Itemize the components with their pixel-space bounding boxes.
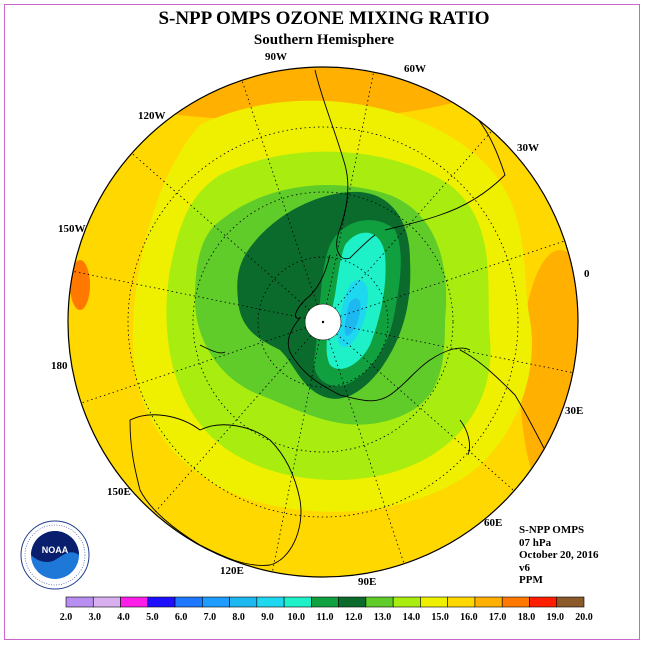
meridian-line xyxy=(131,152,324,323)
colorbar-swatch xyxy=(474,596,503,608)
colorbar-tick-label: 10.0 xyxy=(287,612,305,623)
lon-label-30e: 30E xyxy=(565,405,584,417)
colorbar-tick-label: 19.0 xyxy=(546,612,564,623)
colorbar-swatch xyxy=(147,596,176,608)
colorbar-swatch xyxy=(501,596,530,608)
colorbar-tick-label: 9.0 xyxy=(261,612,274,623)
south-pole-marker xyxy=(321,320,325,324)
colorbar-tick-label: 5.0 xyxy=(146,612,159,623)
colorbar-tick-label: 2.0 xyxy=(59,612,73,623)
logo-lettering-ring xyxy=(24,524,86,586)
colorbar-tick-label: 6.0 xyxy=(174,612,188,623)
lon-label-30w: 30W xyxy=(517,142,539,154)
colorbar-swatch xyxy=(65,596,94,608)
colorbar-tick-label: 11.0 xyxy=(316,612,334,623)
colorbar-tick-label: 3.0 xyxy=(88,612,102,623)
lon-label-120e: 120E xyxy=(220,565,244,577)
colorbar-swatch xyxy=(529,596,558,608)
colorbar-tick-label: 15.0 xyxy=(431,612,449,623)
colorbar-swatch xyxy=(92,596,121,608)
lon-label-0: 0 xyxy=(584,268,590,280)
meridian-line xyxy=(271,321,324,572)
latitude-circle-1 xyxy=(257,256,389,388)
lon-label-120w: 120W xyxy=(138,110,166,122)
colorbar-tick-label: 17.0 xyxy=(488,612,507,623)
meridian-line xyxy=(153,321,324,514)
colorbar-tick-label: 12.0 xyxy=(345,612,363,623)
meridian-line xyxy=(322,321,573,374)
info-instrument: S-NPP OMPS xyxy=(519,524,585,536)
colorbar-tick-label: 14.0 xyxy=(402,612,421,623)
lon-label-180: 180 xyxy=(51,360,68,372)
info-date: October 20, 2016 xyxy=(519,549,599,561)
south-america-coast-west xyxy=(314,69,376,260)
colorbar-swatch xyxy=(283,596,312,608)
meridian-line xyxy=(81,321,324,404)
meridian-line xyxy=(322,130,493,323)
info-version: v6 xyxy=(519,561,530,574)
colorbar-swatch xyxy=(365,596,394,608)
colorbar-tick-label: 16.0 xyxy=(460,612,478,623)
colorbar-tick-label: 7.0 xyxy=(203,612,217,623)
lon-label-150e: 150E xyxy=(107,486,131,498)
antarctic-peninsula xyxy=(294,254,331,319)
lon-label-60e: 60E xyxy=(484,517,503,529)
product-info: S-NPP OMPS 07 hPa October 20, 2016 v6 PP… xyxy=(519,524,599,587)
figure-border xyxy=(4,4,640,640)
colorbar-swatch xyxy=(174,596,203,608)
lon-label-90e: 90E xyxy=(358,576,377,588)
figure-subtitle: Southern Hemisphere xyxy=(253,32,395,48)
lon-label-60w: 60W xyxy=(404,63,426,75)
colorbar-swatch xyxy=(392,596,421,608)
noaa-logo: NOAA xyxy=(20,520,90,590)
colorbar-swatch xyxy=(120,596,149,608)
colorbar-tick-label: 8.0 xyxy=(232,612,245,623)
colorbar-swatch xyxy=(556,596,585,608)
meridian-line xyxy=(322,72,375,323)
colorbar-swatch xyxy=(229,596,258,608)
info-units: PPM xyxy=(519,574,543,586)
colorbar-swatch xyxy=(311,596,339,608)
colorbar-tick-label: 4.0 xyxy=(117,612,130,623)
colorbar-tick-label: 13.0 xyxy=(373,612,392,623)
colorbar-tick-label: 18.0 xyxy=(517,612,536,623)
colorbar-swatch xyxy=(256,596,285,608)
latitude-circle-2 xyxy=(192,191,454,453)
meridian-line xyxy=(73,270,324,323)
info-level: 07 hPa xyxy=(519,536,552,549)
colorbar-swatch xyxy=(420,596,448,608)
meridian-line xyxy=(322,321,515,492)
meridians xyxy=(73,72,573,572)
ozone-level-8 xyxy=(344,298,361,336)
madagascar-coast xyxy=(459,419,471,456)
lon-label-150w: 150W xyxy=(58,223,86,235)
map-outline xyxy=(67,66,579,578)
ross-sea-islands xyxy=(199,344,226,354)
colorbar-tick-label: 20.0 xyxy=(575,612,593,623)
meridian-line xyxy=(322,240,565,323)
figure-title: S-NPP OMPS OZONE MIXING RATIO xyxy=(158,8,490,29)
colorbar-swatch xyxy=(202,596,230,608)
ozone-level-17-east xyxy=(520,250,578,510)
graticule xyxy=(127,126,519,518)
meridian-line xyxy=(241,80,324,323)
ozone-level-18-spot xyxy=(70,260,90,310)
meridian-line xyxy=(322,321,405,564)
logo-bird-shape xyxy=(31,531,79,563)
colorbar-swatch xyxy=(447,596,476,608)
latitude-circle-3 xyxy=(127,126,519,518)
colorbar-swatch xyxy=(338,596,367,608)
logo-text: NOAA xyxy=(42,545,69,555)
lon-label-90w: 90W xyxy=(265,51,287,63)
south-america-coast-east xyxy=(384,109,506,231)
australia-coast xyxy=(129,414,302,566)
